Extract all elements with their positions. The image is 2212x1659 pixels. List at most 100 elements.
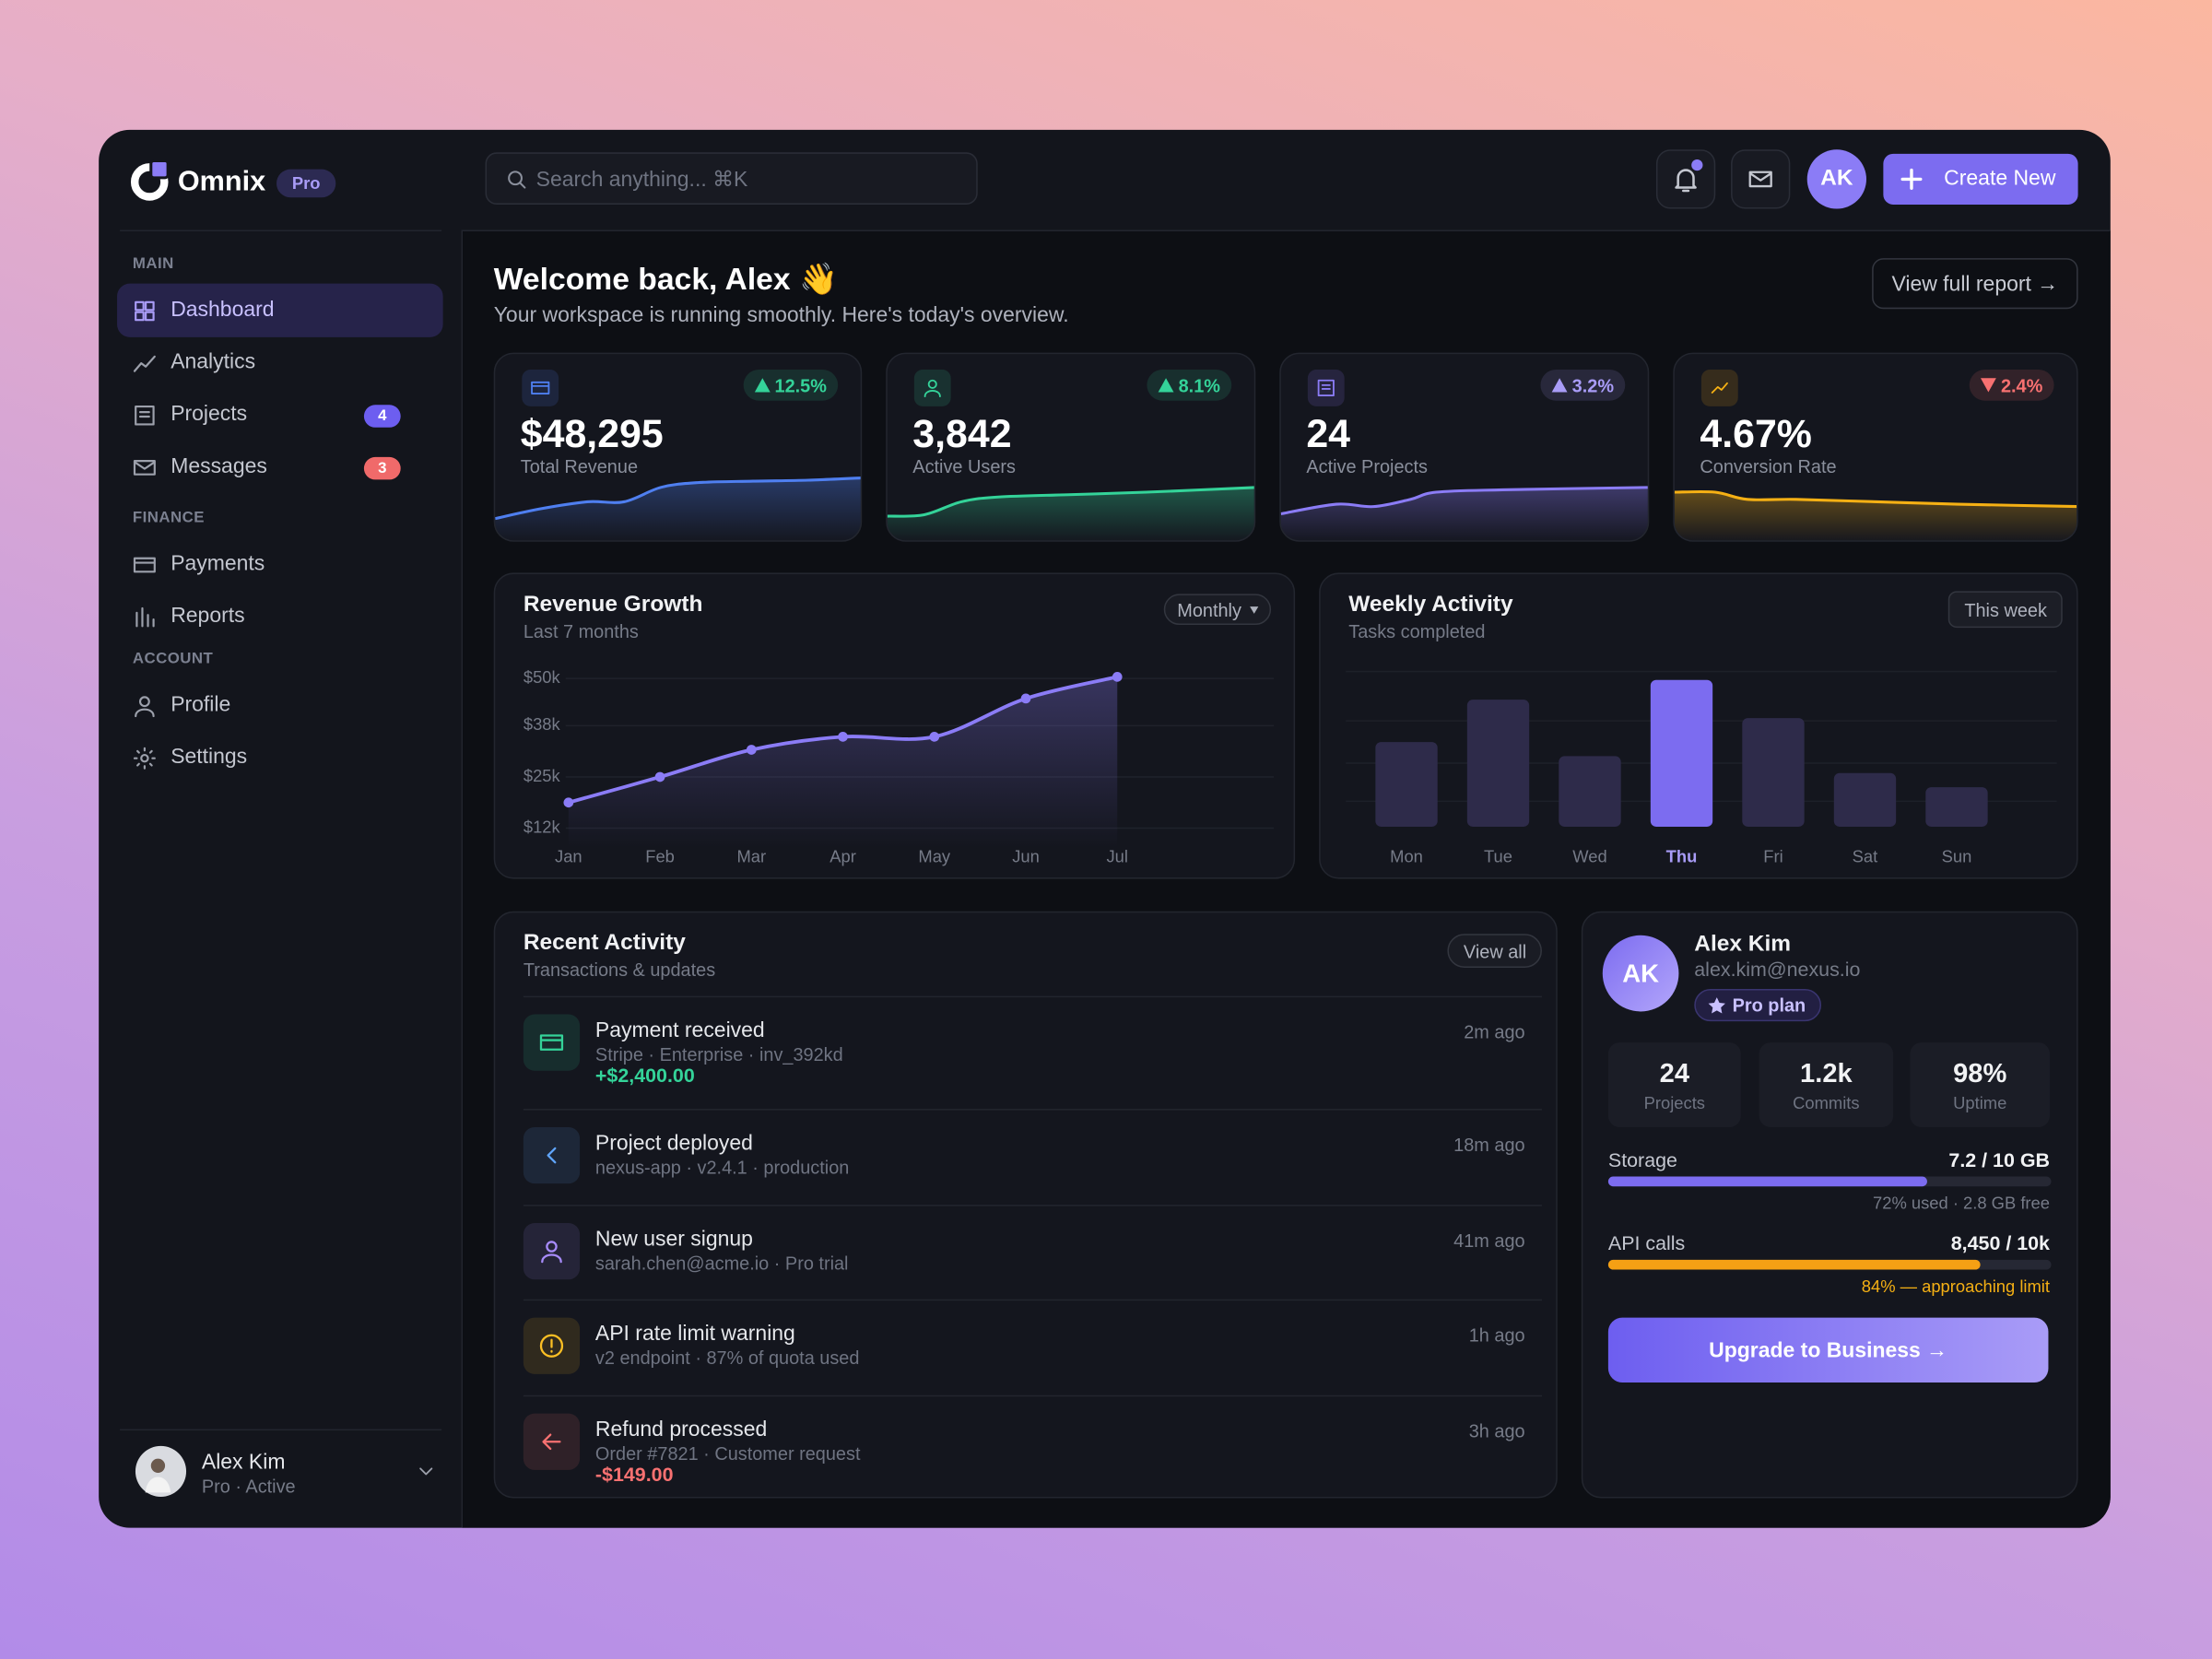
icon [539, 1034, 564, 1051]
kpi-change: 3.2% [1571, 374, 1615, 396]
icon-shape [1900, 168, 1923, 190]
icon-shape [1748, 171, 1772, 188]
kpi-value: 24 [1306, 411, 1351, 456]
report-button[interactable]: View full report → [1872, 258, 2078, 310]
profile-plan: Pro plan [1694, 988, 1822, 1022]
period-button[interactable]: This week [1948, 591, 2063, 629]
view-all-button[interactable]: View all [1448, 934, 1542, 968]
trend-arrow [1552, 378, 1569, 393]
nav-item[interactable]: Settings [117, 731, 443, 784]
line-point [838, 732, 848, 742]
activity-row[interactable]: Payment received Stripe · Enterprise · in… [495, 996, 1556, 1109]
sidebar-user-name[interactable]: Alex Kim [201, 1450, 286, 1475]
kpi-card: 3.2% 24 Active Projects [1279, 352, 1650, 542]
activity-time: 18m ago [1453, 1134, 1525, 1156]
stat-value: 24 [1659, 1059, 1690, 1089]
section-title: Recent Activity [523, 931, 686, 956]
sparkline [1280, 486, 1648, 515]
user-avatar[interactable]: AK [1806, 149, 1866, 209]
icon-shape [542, 1432, 561, 1450]
icon-shape [133, 747, 156, 770]
icon [542, 1432, 561, 1450]
bar [1466, 700, 1530, 827]
notifications-button[interactable] [1655, 149, 1716, 209]
profile-name: Alex Kim [1694, 932, 1792, 957]
nav-item[interactable]: Analytics [117, 335, 443, 389]
x-tick-label: Fri [1763, 846, 1783, 865]
sparkline-area [887, 487, 1254, 541]
icon-shape [1675, 169, 1697, 193]
kpi-change-badge: 8.1% [1147, 370, 1232, 401]
notification-dot [1691, 159, 1703, 171]
nav-item[interactable]: Messages 3 [117, 441, 443, 494]
x-tick-label: Sat [1853, 846, 1878, 865]
sparkline-area [1674, 491, 2077, 541]
nav-item[interactable]: Dashboard [117, 283, 443, 337]
x-tick-label: Jun [1012, 846, 1040, 865]
usage-value: 8,450 / 10k [1950, 1231, 2050, 1254]
nav-label: Dashboard [171, 297, 275, 322]
activity-detail: Order #7821 · Customer request [594, 1442, 861, 1465]
icon [135, 606, 155, 628]
sparkline [495, 477, 861, 521]
bar [1650, 679, 1713, 827]
activity-row[interactable]: Refund processed Order #7821 · Customer r… [495, 1394, 1556, 1507]
activity-row[interactable]: API rate limit warning v2 endpoint · 87% … [495, 1300, 1556, 1394]
usage-note: 84% — approaching limit [1861, 1277, 2050, 1297]
profile-email: alex.kim@nexus.io [1694, 958, 1861, 981]
icon [1675, 169, 1697, 193]
sidebar-divider [120, 229, 442, 232]
kpi-label: Active Projects [1306, 455, 1428, 477]
nav-section-title: FINANCE [132, 509, 205, 526]
nav-badge: 3 [363, 456, 401, 480]
stat-label: Projects [1643, 1093, 1706, 1113]
nav-item[interactable]: Projects 4 [117, 388, 443, 441]
nav-label: Analytics [171, 349, 256, 374]
activity-icon [523, 1412, 581, 1470]
kpi-change: 12.5% [774, 374, 827, 396]
icon-shape [541, 1240, 562, 1263]
icon [1900, 168, 1923, 190]
icon [133, 747, 156, 770]
usage-bar [1607, 1176, 2052, 1187]
photo-body [145, 1477, 171, 1493]
messages-button[interactable] [1731, 149, 1791, 209]
create-button[interactable]: Create New [1883, 153, 2078, 205]
period-button[interactable]: Monthly [1164, 594, 1272, 626]
activity-row[interactable]: Project deployed nexus-app · v2.4.1 · pro… [495, 1109, 1556, 1204]
icon-shape [924, 379, 941, 398]
trend-arrow-shape [1552, 378, 1569, 393]
chart-title: Revenue Growth [523, 592, 703, 617]
usage-label: Storage [1607, 1147, 1677, 1171]
kpi-icon-box [1307, 370, 1345, 406]
usage-bar [1607, 1259, 2052, 1270]
row-divider [523, 1394, 1542, 1396]
stat-label: Commits [1793, 1093, 1860, 1113]
kpi-card: 8.1% 3,842 Active Users [886, 352, 1256, 542]
activity-icon [523, 1317, 581, 1374]
nav-section-title: MAIN [132, 255, 174, 273]
kpi-sparkline [1674, 489, 2077, 541]
kpi-card: 2.4% 4.67% Conversion Rate [1673, 352, 2078, 542]
search-box[interactable]: Search anything... ⌘K [485, 152, 978, 205]
kpi-icon-box [913, 370, 951, 406]
sparkline-area [1280, 487, 1648, 541]
icon-shape [133, 557, 156, 573]
activity-row[interactable]: New user signup sarah.chen@acme.io · Pro … [495, 1204, 1556, 1299]
icon [1748, 171, 1772, 188]
kpi-sparkline [495, 477, 861, 541]
upgrade-button[interactable]: Upgrade to Business → [1607, 1317, 2049, 1382]
nav-item[interactable]: Profile [117, 678, 443, 732]
nav-item[interactable]: Reports [117, 590, 443, 643]
recent-activity-card: Recent Activity Transactions & updates Vie… [493, 911, 1558, 1499]
photo-head [150, 1458, 166, 1473]
row-divider [523, 1204, 1542, 1206]
kpi-change-badge: 2.4% [1970, 370, 2054, 401]
trend-arrow-shape [755, 378, 771, 393]
trend-arrow-shape [1981, 378, 1997, 393]
activity-title: New user signup [594, 1226, 753, 1251]
chart-title: Weekly Activity [1348, 592, 1513, 617]
nav-item[interactable]: Payments [117, 537, 443, 591]
row-divider [523, 1299, 1542, 1301]
